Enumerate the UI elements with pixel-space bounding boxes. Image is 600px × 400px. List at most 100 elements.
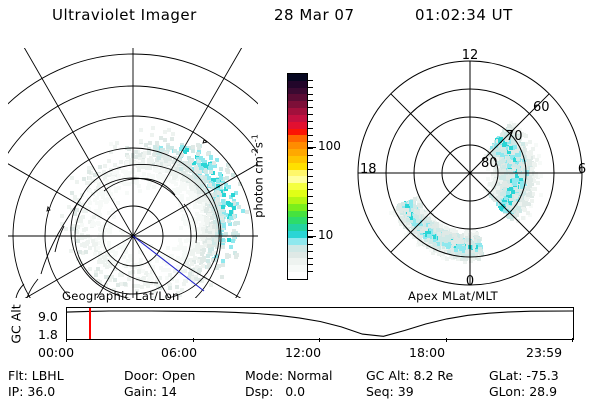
- aurora-pixel: [234, 191, 238, 195]
- aurora-pixel: [180, 153, 184, 157]
- aurora-pixel: [70, 191, 74, 195]
- aurora-pixel: [222, 193, 226, 197]
- aurora-pixel: [495, 168, 499, 172]
- aurora-pixel: [87, 207, 91, 211]
- aurora-pixel: [222, 224, 226, 228]
- apex-dial-panel[interactable]: 12 6 0 18 60 70 80: [348, 45, 594, 295]
- aurora-pixel: [147, 173, 151, 177]
- aurora-pixel: [533, 187, 537, 191]
- aurora-pixel: [418, 204, 422, 208]
- aurora-pixel: [125, 161, 129, 165]
- aurora-pixel: [455, 251, 459, 255]
- aurora-pixel: [157, 156, 161, 160]
- aurora-pixel: [127, 277, 131, 281]
- aurora-pixel: [515, 213, 519, 217]
- colorbar-minor-tick: [308, 230, 313, 231]
- aurora-pixel: [498, 139, 502, 143]
- aurora-pixel: [181, 187, 185, 191]
- aurora-pixel: [416, 210, 420, 214]
- aurora-pixel: [98, 205, 102, 209]
- aurora-pixel: [143, 151, 147, 155]
- aurora-pixel: [485, 164, 489, 168]
- colorbar-band-15: [288, 176, 307, 184]
- aurora-pixel: [185, 261, 189, 265]
- aurora-pixel: [204, 209, 208, 213]
- aurora-pixel: [206, 254, 210, 258]
- aurora-pixel: [204, 170, 208, 174]
- aurora-pixel: [197, 147, 201, 151]
- aurora-pixel: [452, 242, 456, 246]
- aurora-pixel: [452, 233, 456, 237]
- aurora-pixel: [515, 198, 519, 202]
- aurora-pixel: [217, 191, 221, 195]
- colorbar-band-14: [288, 169, 307, 177]
- colorbar-minor-tick: [308, 107, 313, 108]
- aurora-pixel: [104, 173, 108, 177]
- aurora-pixel: [108, 184, 112, 188]
- aurora-pixel: [129, 258, 133, 262]
- aurora-pixel: [413, 197, 417, 201]
- mlat-label-80: 80: [481, 156, 498, 171]
- aurora-pixel: [209, 155, 213, 159]
- aurora-pixel: [507, 133, 511, 137]
- colorbar-minor-tick: [308, 189, 313, 190]
- aurora-pixel: [186, 238, 190, 242]
- aurora-pixel: [140, 176, 144, 180]
- aurora-pixel: [183, 269, 187, 273]
- aurora-pixel: [192, 242, 196, 246]
- aurora-pixel: [75, 180, 79, 184]
- aurora-pixel: [216, 184, 220, 188]
- aurora-pixel: [70, 208, 74, 212]
- mode-label: Mode:: [245, 368, 284, 383]
- geographic-map-panel[interactable]: [8, 48, 258, 298]
- aurora-pixel: [117, 245, 121, 249]
- colorbar-band-5: [288, 108, 307, 115]
- aurora-pixel: [477, 239, 481, 243]
- aurora-pixel: [227, 254, 231, 258]
- aurora-pixel: [218, 202, 222, 206]
- aurora-pixel: [146, 284, 150, 288]
- aurora-pixel: [211, 178, 215, 182]
- aurora-pixel: [170, 146, 174, 150]
- colorbar-band-1: [288, 80, 307, 88]
- altitude-plot[interactable]: [66, 307, 574, 340]
- aurora-pixel: [402, 218, 406, 222]
- aurora-pixel: [413, 205, 417, 209]
- aurora-pixel: [516, 157, 520, 161]
- aurora-pixel: [432, 235, 436, 239]
- aurora-pixel: [514, 188, 518, 192]
- aurora-pixel: [507, 159, 511, 163]
- aurora-pixel: [110, 275, 114, 279]
- aurora-pixel: [521, 207, 525, 211]
- aurora-pixel: [165, 169, 169, 173]
- aurora-pixel: [406, 218, 410, 222]
- aurora-pixel: [128, 271, 132, 275]
- aurora-pixel: [163, 138, 167, 142]
- aurora-pixel: [448, 234, 452, 238]
- aurora-pixel: [516, 178, 520, 182]
- aurora-pixel: [190, 191, 194, 195]
- aurora-pixel: [520, 180, 524, 184]
- aurora-pixel: [176, 256, 180, 260]
- aurora-pixel: [504, 196, 508, 200]
- aurora-pixel: [488, 182, 492, 186]
- aurora-pixel: [156, 174, 160, 178]
- aurora-pixel: [190, 262, 194, 266]
- aurora-pixel: [207, 176, 211, 180]
- aurora-pixel: [420, 229, 424, 233]
- aurora-pixel: [436, 228, 440, 232]
- aurora-pixel: [136, 284, 140, 288]
- aurora-pixel: [444, 226, 448, 230]
- status-glon: GLon: 28.9: [489, 384, 557, 399]
- mode-value: Normal: [287, 368, 333, 383]
- aurora-pixel: [60, 214, 64, 218]
- aurora-pixel: [150, 276, 154, 280]
- aurora-pixel: [471, 232, 475, 236]
- aurora-pixel: [129, 158, 133, 162]
- aurora-pixel: [204, 198, 208, 202]
- time-tick-0000: 00:00: [38, 345, 75, 360]
- aurora-pixel: [165, 276, 169, 280]
- time-cursor[interactable]: [89, 308, 91, 339]
- aurora-pixel: [207, 240, 211, 244]
- aurora-pixel: [500, 207, 504, 211]
